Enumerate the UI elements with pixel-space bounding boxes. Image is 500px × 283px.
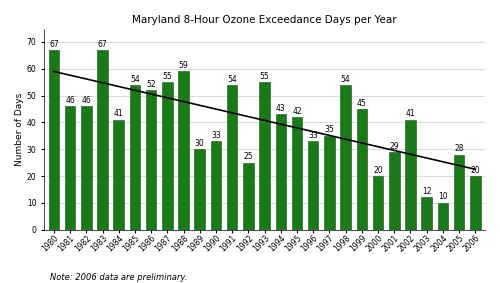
Bar bbox=[405, 120, 415, 230]
Text: 67: 67 bbox=[98, 40, 108, 49]
Text: 33: 33 bbox=[308, 131, 318, 140]
Bar bbox=[324, 136, 334, 230]
Bar bbox=[146, 90, 156, 230]
Text: 55: 55 bbox=[162, 72, 172, 81]
Text: 41: 41 bbox=[114, 109, 124, 118]
Text: 43: 43 bbox=[276, 104, 285, 113]
Text: 55: 55 bbox=[260, 72, 270, 81]
Bar bbox=[260, 82, 270, 230]
Text: 54: 54 bbox=[228, 74, 237, 83]
Bar bbox=[48, 50, 59, 230]
Text: 10: 10 bbox=[438, 192, 448, 201]
Bar bbox=[276, 114, 286, 230]
Text: 25: 25 bbox=[244, 152, 253, 161]
Text: 12: 12 bbox=[422, 187, 432, 196]
Bar bbox=[422, 198, 432, 230]
Bar bbox=[438, 203, 448, 230]
Bar bbox=[340, 85, 351, 230]
Text: 59: 59 bbox=[178, 61, 188, 70]
Text: 20: 20 bbox=[373, 166, 383, 175]
Bar bbox=[470, 176, 480, 230]
Text: 67: 67 bbox=[49, 40, 59, 49]
Bar bbox=[227, 85, 237, 230]
Text: 54: 54 bbox=[130, 74, 140, 83]
Y-axis label: Number of Days: Number of Days bbox=[15, 93, 24, 166]
Title: Maryland 8-Hour Ozone Exceedance Days per Year: Maryland 8-Hour Ozone Exceedance Days pe… bbox=[132, 15, 397, 25]
Text: 30: 30 bbox=[195, 139, 204, 148]
Text: 35: 35 bbox=[324, 125, 334, 134]
Bar bbox=[130, 85, 140, 230]
Bar bbox=[65, 106, 76, 230]
Bar bbox=[373, 176, 384, 230]
Text: 42: 42 bbox=[292, 107, 302, 116]
Bar bbox=[454, 155, 464, 230]
Bar bbox=[97, 50, 108, 230]
Bar bbox=[194, 149, 205, 230]
Bar bbox=[210, 141, 221, 230]
Text: 41: 41 bbox=[406, 109, 415, 118]
Text: 33: 33 bbox=[211, 131, 221, 140]
Bar bbox=[292, 117, 302, 230]
Text: 46: 46 bbox=[82, 96, 91, 105]
Bar bbox=[356, 109, 367, 230]
Bar bbox=[114, 120, 124, 230]
Text: 52: 52 bbox=[146, 80, 156, 89]
Bar bbox=[81, 106, 92, 230]
Bar bbox=[162, 82, 172, 230]
Text: 28: 28 bbox=[454, 144, 464, 153]
Bar bbox=[178, 71, 189, 230]
Text: 29: 29 bbox=[390, 142, 399, 151]
Text: 45: 45 bbox=[357, 99, 366, 108]
Text: 54: 54 bbox=[340, 74, 350, 83]
Bar bbox=[308, 141, 318, 230]
Text: 20: 20 bbox=[470, 166, 480, 175]
Bar bbox=[243, 163, 254, 230]
Bar bbox=[389, 152, 400, 230]
Text: 46: 46 bbox=[65, 96, 75, 105]
Text: Note: 2006 data are preliminary.: Note: 2006 data are preliminary. bbox=[50, 273, 188, 282]
